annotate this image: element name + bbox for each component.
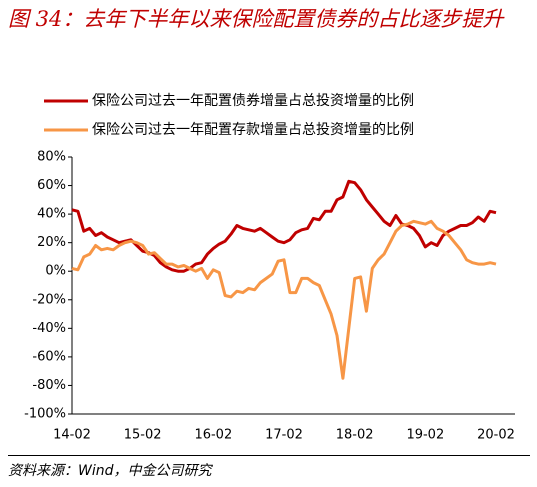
y-tick-label: -100% (24, 407, 66, 422)
y-tick-label: 0% (45, 264, 66, 279)
y-tick-label: -40% (32, 321, 66, 336)
x-tick-label: 18-02 (336, 428, 374, 443)
series-line (71, 179, 497, 273)
x-tick-label: 20-02 (477, 428, 515, 443)
chart-title: 图 34：去年下半年以来保险配置债券的占比逐步提升 (8, 7, 504, 31)
legend-label: 保险公司过去一年配置债券增量占总投资增量的比例 (92, 93, 414, 109)
x-tick-label: 15-02 (124, 428, 162, 443)
source: 资料来源：Wind，中金公司研究 (8, 463, 212, 479)
y-tick-label: -60% (32, 349, 66, 364)
y-tick-label: 60% (37, 178, 66, 193)
y-tick-label: 20% (37, 235, 66, 250)
x-tick-label: 17-02 (265, 428, 303, 443)
x-tick-label: 16-02 (194, 428, 232, 443)
y-tick-label: -80% (32, 378, 66, 393)
x-tick-label: 14-02 (53, 428, 91, 443)
y-tick-label: 40% (37, 207, 66, 222)
y-tick-label: -20% (32, 292, 66, 307)
y-tick-label: 80% (37, 150, 66, 165)
rule (8, 455, 530, 456)
x-tick-label: 19-02 (406, 428, 444, 443)
series-line (71, 219, 497, 380)
legend-label: 保险公司过去一年配置存款增量占总投资增量的比例 (92, 122, 414, 138)
